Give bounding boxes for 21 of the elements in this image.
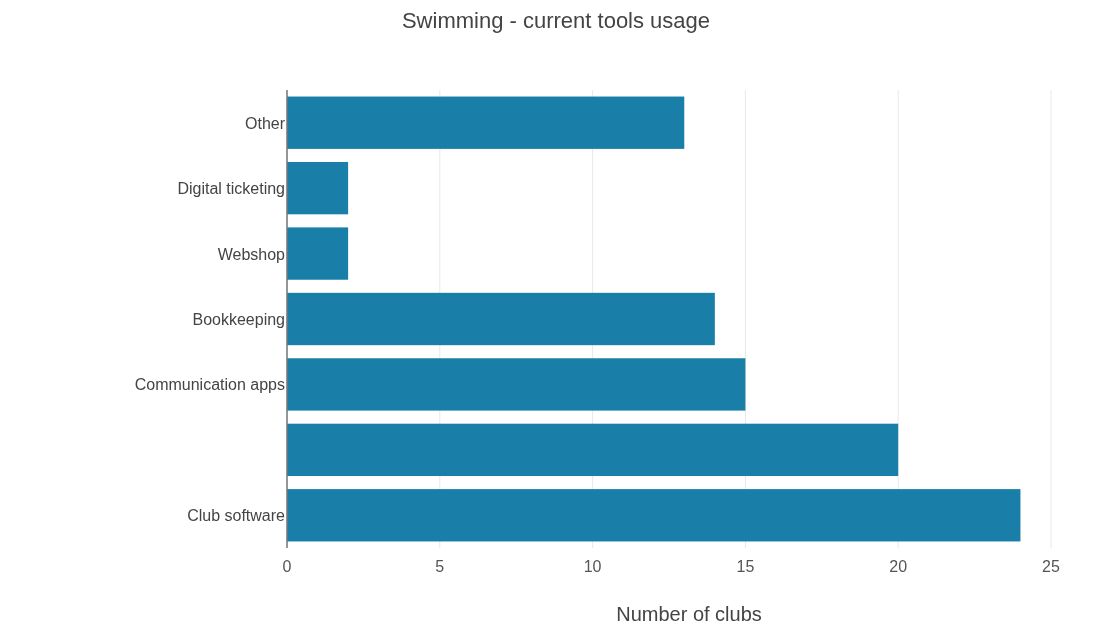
y-tick-label: Club software — [187, 507, 286, 525]
x-axis-title: Number of clubs — [616, 603, 762, 625]
chart-title: Swimming - current tools usage — [401, 8, 711, 33]
bar — [287, 423, 899, 477]
x-tick-label: 15 — [736, 558, 755, 575]
bar — [287, 96, 685, 149]
y-tick-label: Communication apps — [134, 376, 285, 394]
bar — [287, 161, 349, 215]
x-tick-label: 10 — [583, 558, 602, 575]
y-tick-label: Other — [244, 114, 286, 132]
bar — [287, 292, 715, 346]
y-tick-label: Digital ticketing — [177, 180, 285, 198]
x-tick-label: 20 — [889, 558, 908, 575]
x-tick-label: 0 — [282, 558, 292, 575]
bar — [287, 489, 1021, 542]
x-tick-label: 5 — [435, 558, 445, 575]
y-tick-label: Webshop — [217, 245, 286, 263]
y-tick-label: Bookkeeping — [192, 311, 285, 328]
x-tick-label: 25 — [1042, 558, 1060, 575]
bar — [287, 358, 746, 411]
bar — [287, 227, 349, 280]
